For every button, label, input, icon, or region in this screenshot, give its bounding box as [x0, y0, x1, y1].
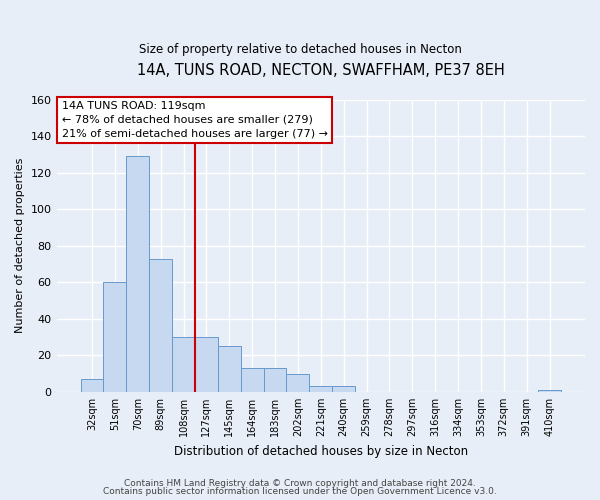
Title: 14A, TUNS ROAD, NECTON, SWAFFHAM, PE37 8EH: 14A, TUNS ROAD, NECTON, SWAFFHAM, PE37 8…: [137, 62, 505, 78]
Bar: [80, 379, 103, 392]
Bar: [172, 337, 195, 392]
Bar: [149, 258, 172, 392]
Y-axis label: Number of detached properties: Number of detached properties: [15, 158, 25, 334]
X-axis label: Distribution of detached houses by size in Necton: Distribution of detached houses by size …: [174, 444, 468, 458]
Bar: [538, 390, 561, 392]
Bar: [263, 368, 286, 392]
Bar: [310, 386, 332, 392]
Bar: [332, 386, 355, 392]
Bar: [195, 337, 218, 392]
Bar: [241, 368, 263, 392]
Text: Contains public sector information licensed under the Open Government Licence v3: Contains public sector information licen…: [103, 487, 497, 496]
Bar: [103, 282, 127, 392]
Bar: [127, 156, 149, 392]
Bar: [286, 374, 310, 392]
Text: 14A TUNS ROAD: 119sqm
← 78% of detached houses are smaller (279)
21% of semi-det: 14A TUNS ROAD: 119sqm ← 78% of detached …: [62, 101, 328, 139]
Bar: [218, 346, 241, 392]
Text: Size of property relative to detached houses in Necton: Size of property relative to detached ho…: [139, 42, 461, 56]
Text: Contains HM Land Registry data © Crown copyright and database right 2024.: Contains HM Land Registry data © Crown c…: [124, 478, 476, 488]
